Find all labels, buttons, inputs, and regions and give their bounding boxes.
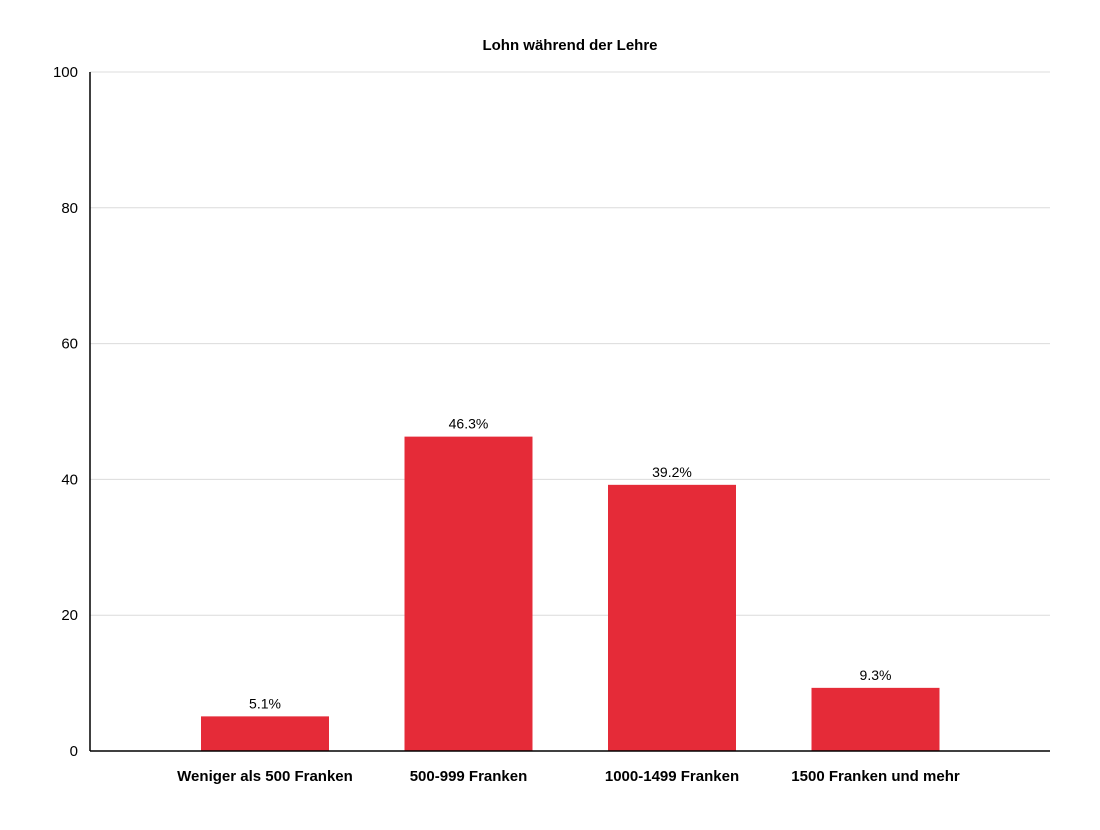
y-tick-label: 100 bbox=[53, 64, 78, 81]
data-label: 5.1% bbox=[249, 695, 281, 711]
y-tick-label: 20 bbox=[61, 607, 78, 624]
bar bbox=[404, 436, 533, 751]
x-tick-label: 1500 Franken und mehr bbox=[791, 768, 960, 785]
data-label: 9.3% bbox=[860, 667, 892, 683]
x-tick-label: 500-999 Franken bbox=[410, 768, 528, 785]
y-tick-label: 0 bbox=[70, 743, 78, 760]
data-label: 39.2% bbox=[652, 464, 692, 480]
bar bbox=[811, 687, 940, 751]
y-tick-label: 80 bbox=[61, 200, 78, 217]
gridlines bbox=[90, 71, 1050, 616]
axes bbox=[89, 72, 1050, 752]
data-labels: 5.1% 46.3% 39.2% 9.3% bbox=[249, 416, 891, 712]
chart-title: Lohn während der Lehre bbox=[482, 37, 657, 54]
data-label: 46.3% bbox=[449, 416, 489, 432]
x-tick-label: Weniger als 500 Franken bbox=[177, 768, 353, 785]
y-axis-ticks: 0 20 40 60 80 100 bbox=[53, 64, 78, 760]
bars bbox=[201, 436, 940, 751]
bar bbox=[201, 716, 329, 751]
y-tick-label: 40 bbox=[61, 471, 78, 488]
x-axis-ticks: Weniger als 500 Franken 500-999 Franken 10… bbox=[177, 768, 960, 785]
x-tick-label: 1000-1499 Franken bbox=[605, 768, 739, 785]
y-tick-label: 60 bbox=[61, 336, 78, 353]
bar bbox=[608, 484, 736, 751]
